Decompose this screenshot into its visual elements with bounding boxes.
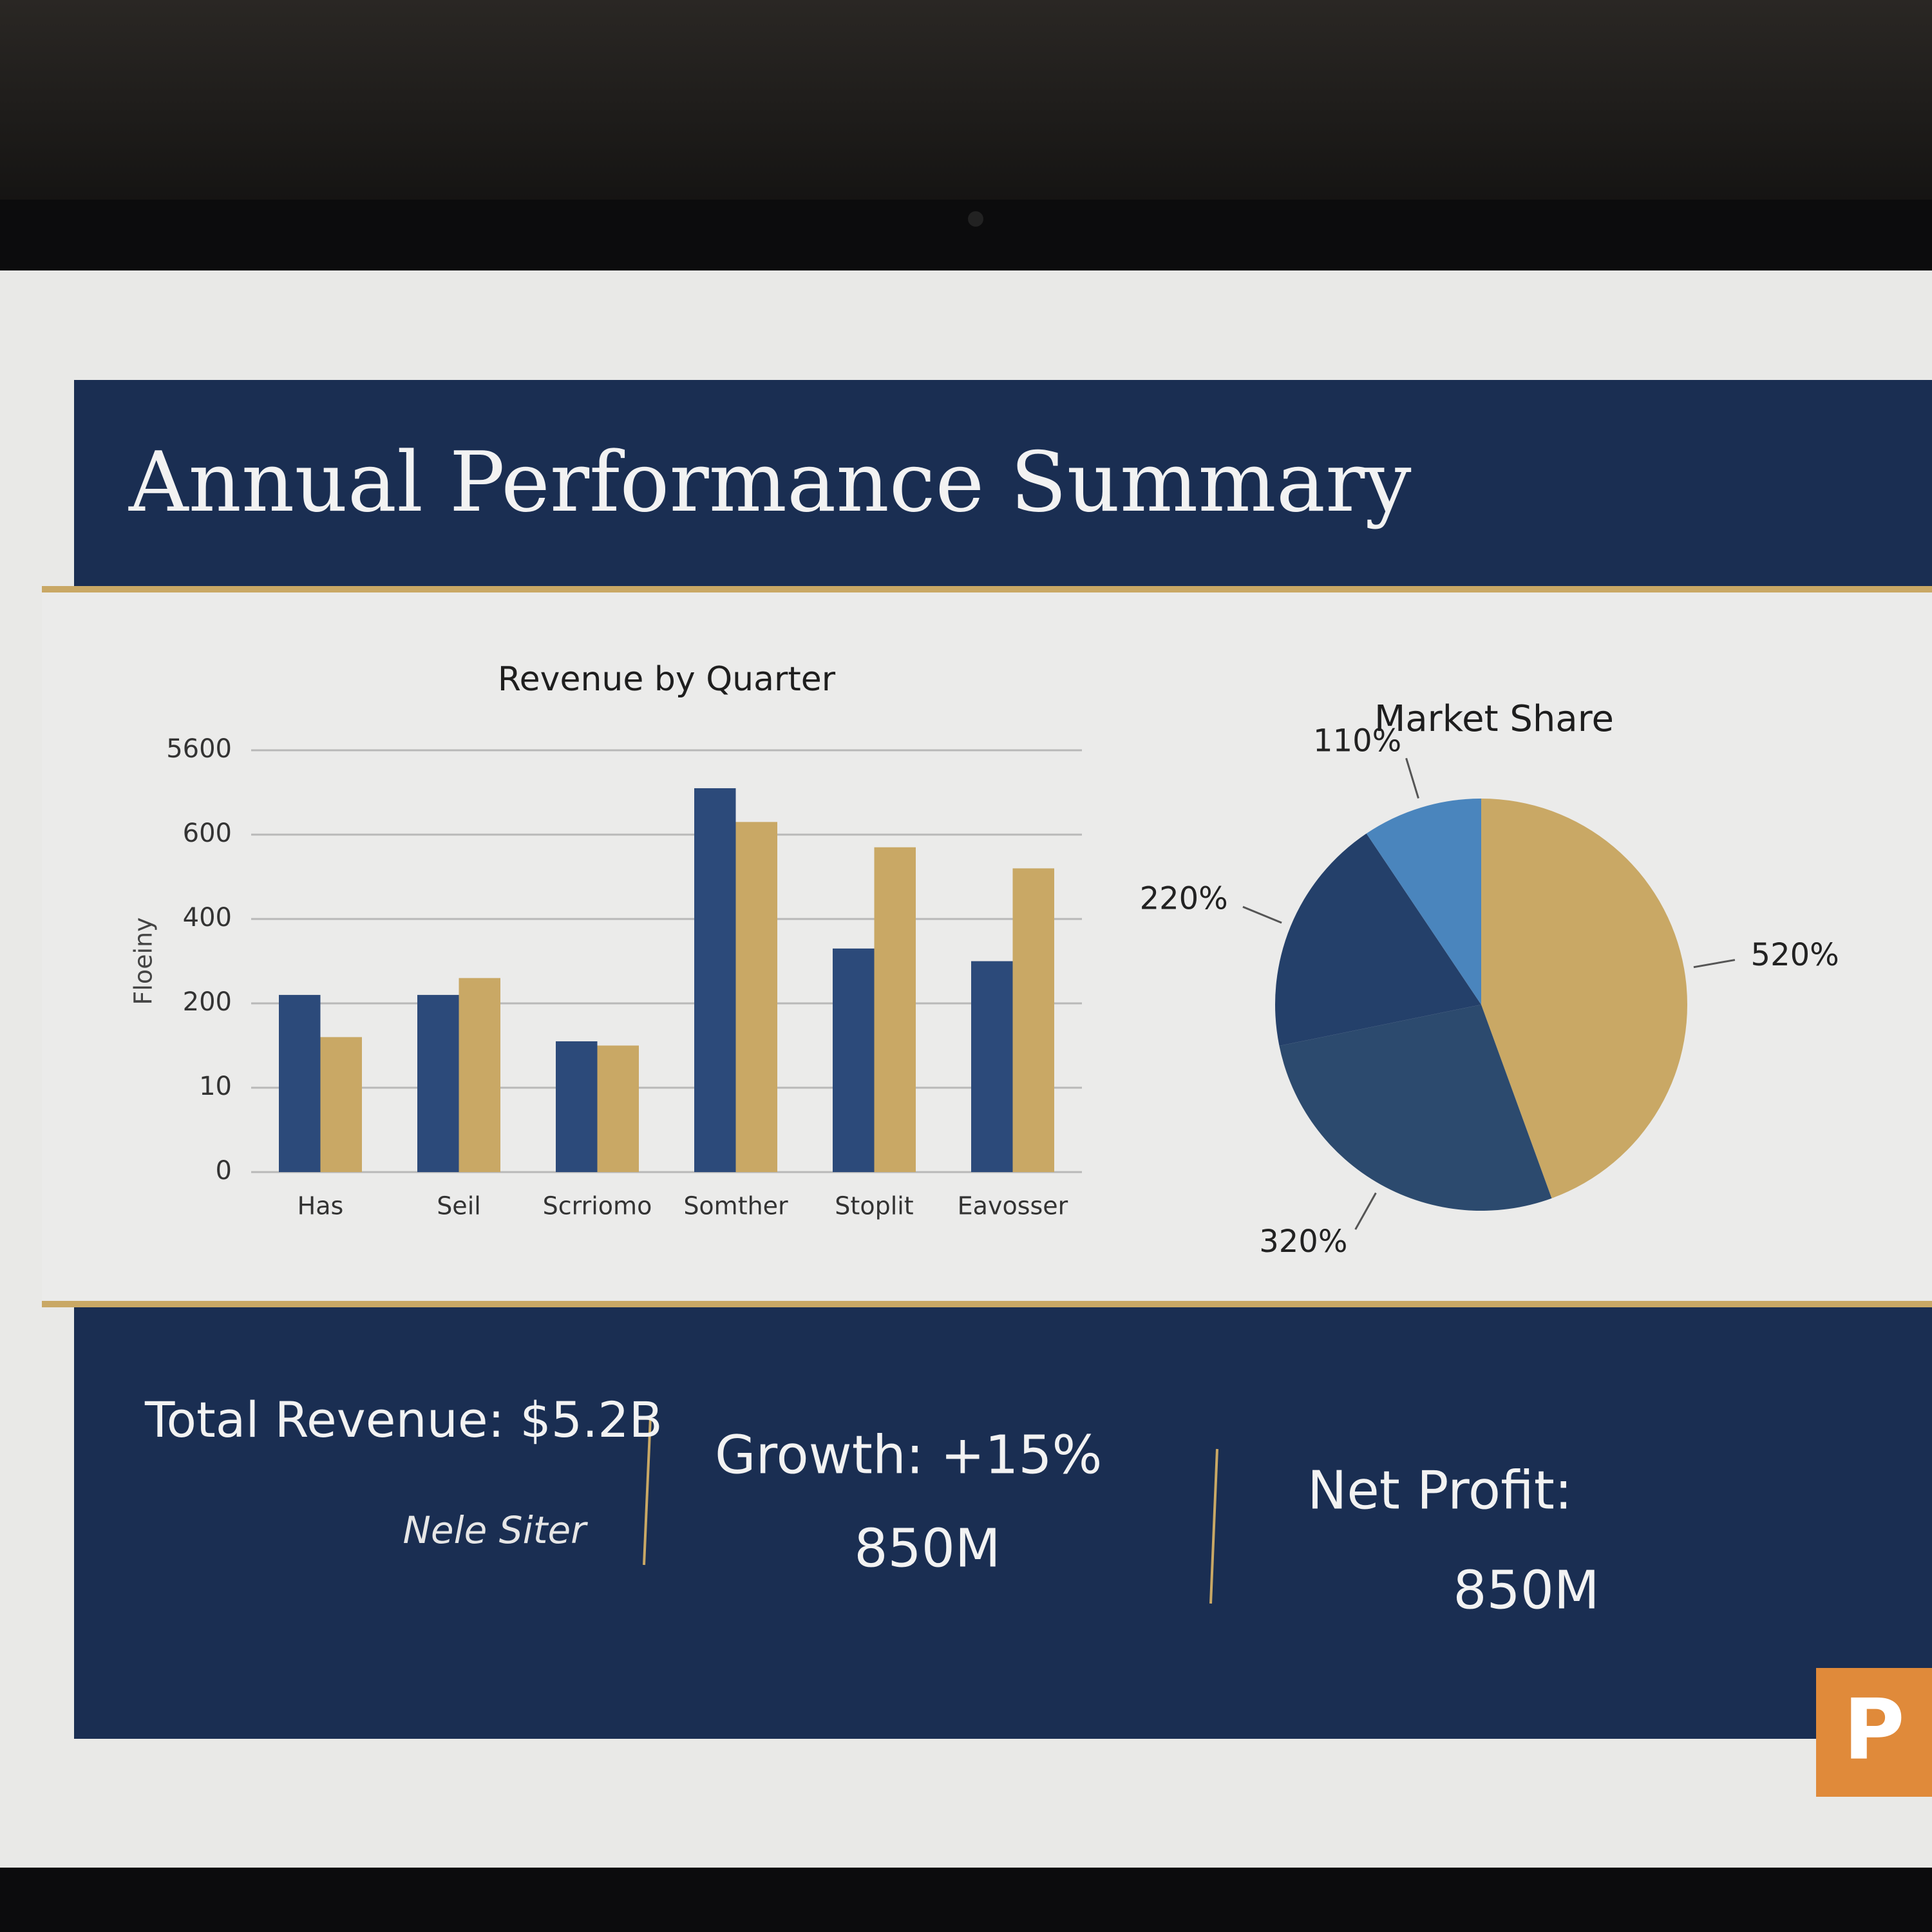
bar [833,948,875,1172]
y-tick-label: 10 [199,1072,232,1101]
pie-slice [1366,799,1481,1005]
kpi-headline: Net Profit: [1307,1460,1573,1521]
y-tick-label: 200 [183,987,232,1017]
bar [735,822,777,1172]
kpi-detail: Nele Siter [402,1508,588,1552]
gold-rule [42,586,1932,592]
bar [556,1041,598,1172]
divider [1209,1448,1218,1604]
x-tick-label: Scrriomo [543,1192,652,1220]
leader-line [1242,905,1282,924]
slide-title: Annual Performance Summary [128,435,1412,531]
chart-title: Revenue by Quarter [498,660,836,699]
gold-rule [42,1301,1932,1307]
chart-title: Market Share [1374,698,1614,740]
y-tick-label: 400 [183,903,232,933]
x-tick-label: Eavosser [958,1192,1068,1220]
leader-line [1354,1192,1377,1230]
leader-line [1693,959,1736,969]
pie-label: 520% [1751,937,1839,973]
y-tick-label: 5600 [166,734,232,764]
pie-label: 320% [1259,1224,1347,1260]
kpi-headline: Total Revenue: $5.2B [144,1391,663,1448]
x-tick-label: Stoplit [835,1192,913,1220]
bar [971,961,1013,1172]
bar [279,994,321,1172]
bar [874,847,916,1172]
pie-slice [1275,833,1481,1046]
bar [320,1037,362,1172]
x-tick-label: Somther [683,1192,788,1220]
kpi-headline: Growth: +15% [715,1425,1102,1486]
bar [459,978,500,1172]
pie-label: 110% [1313,723,1401,759]
kpi-detail: 850M [1453,1560,1599,1621]
leader-line [1405,757,1419,799]
bar [597,1045,639,1172]
divider [643,1416,652,1566]
bar [417,994,459,1172]
pie-slice [1279,1005,1552,1211]
y-axis-label: Floeiny [129,917,158,1005]
bar [694,788,736,1172]
x-tick-label: Has [298,1192,344,1220]
kpi-detail: 850M [854,1518,1000,1579]
bar [1012,868,1054,1172]
x-tick-label: Seil [437,1192,481,1220]
pie-slice [1481,799,1688,1198]
app-logo-letter: P [1843,1681,1904,1779]
webcam [968,211,983,227]
y-tick-label: 600 [183,819,232,848]
app-logo [1816,1668,1932,1797]
background [0,0,1932,213]
pie-label: 220% [1140,881,1228,917]
y-tick-label: 0 [216,1156,232,1186]
